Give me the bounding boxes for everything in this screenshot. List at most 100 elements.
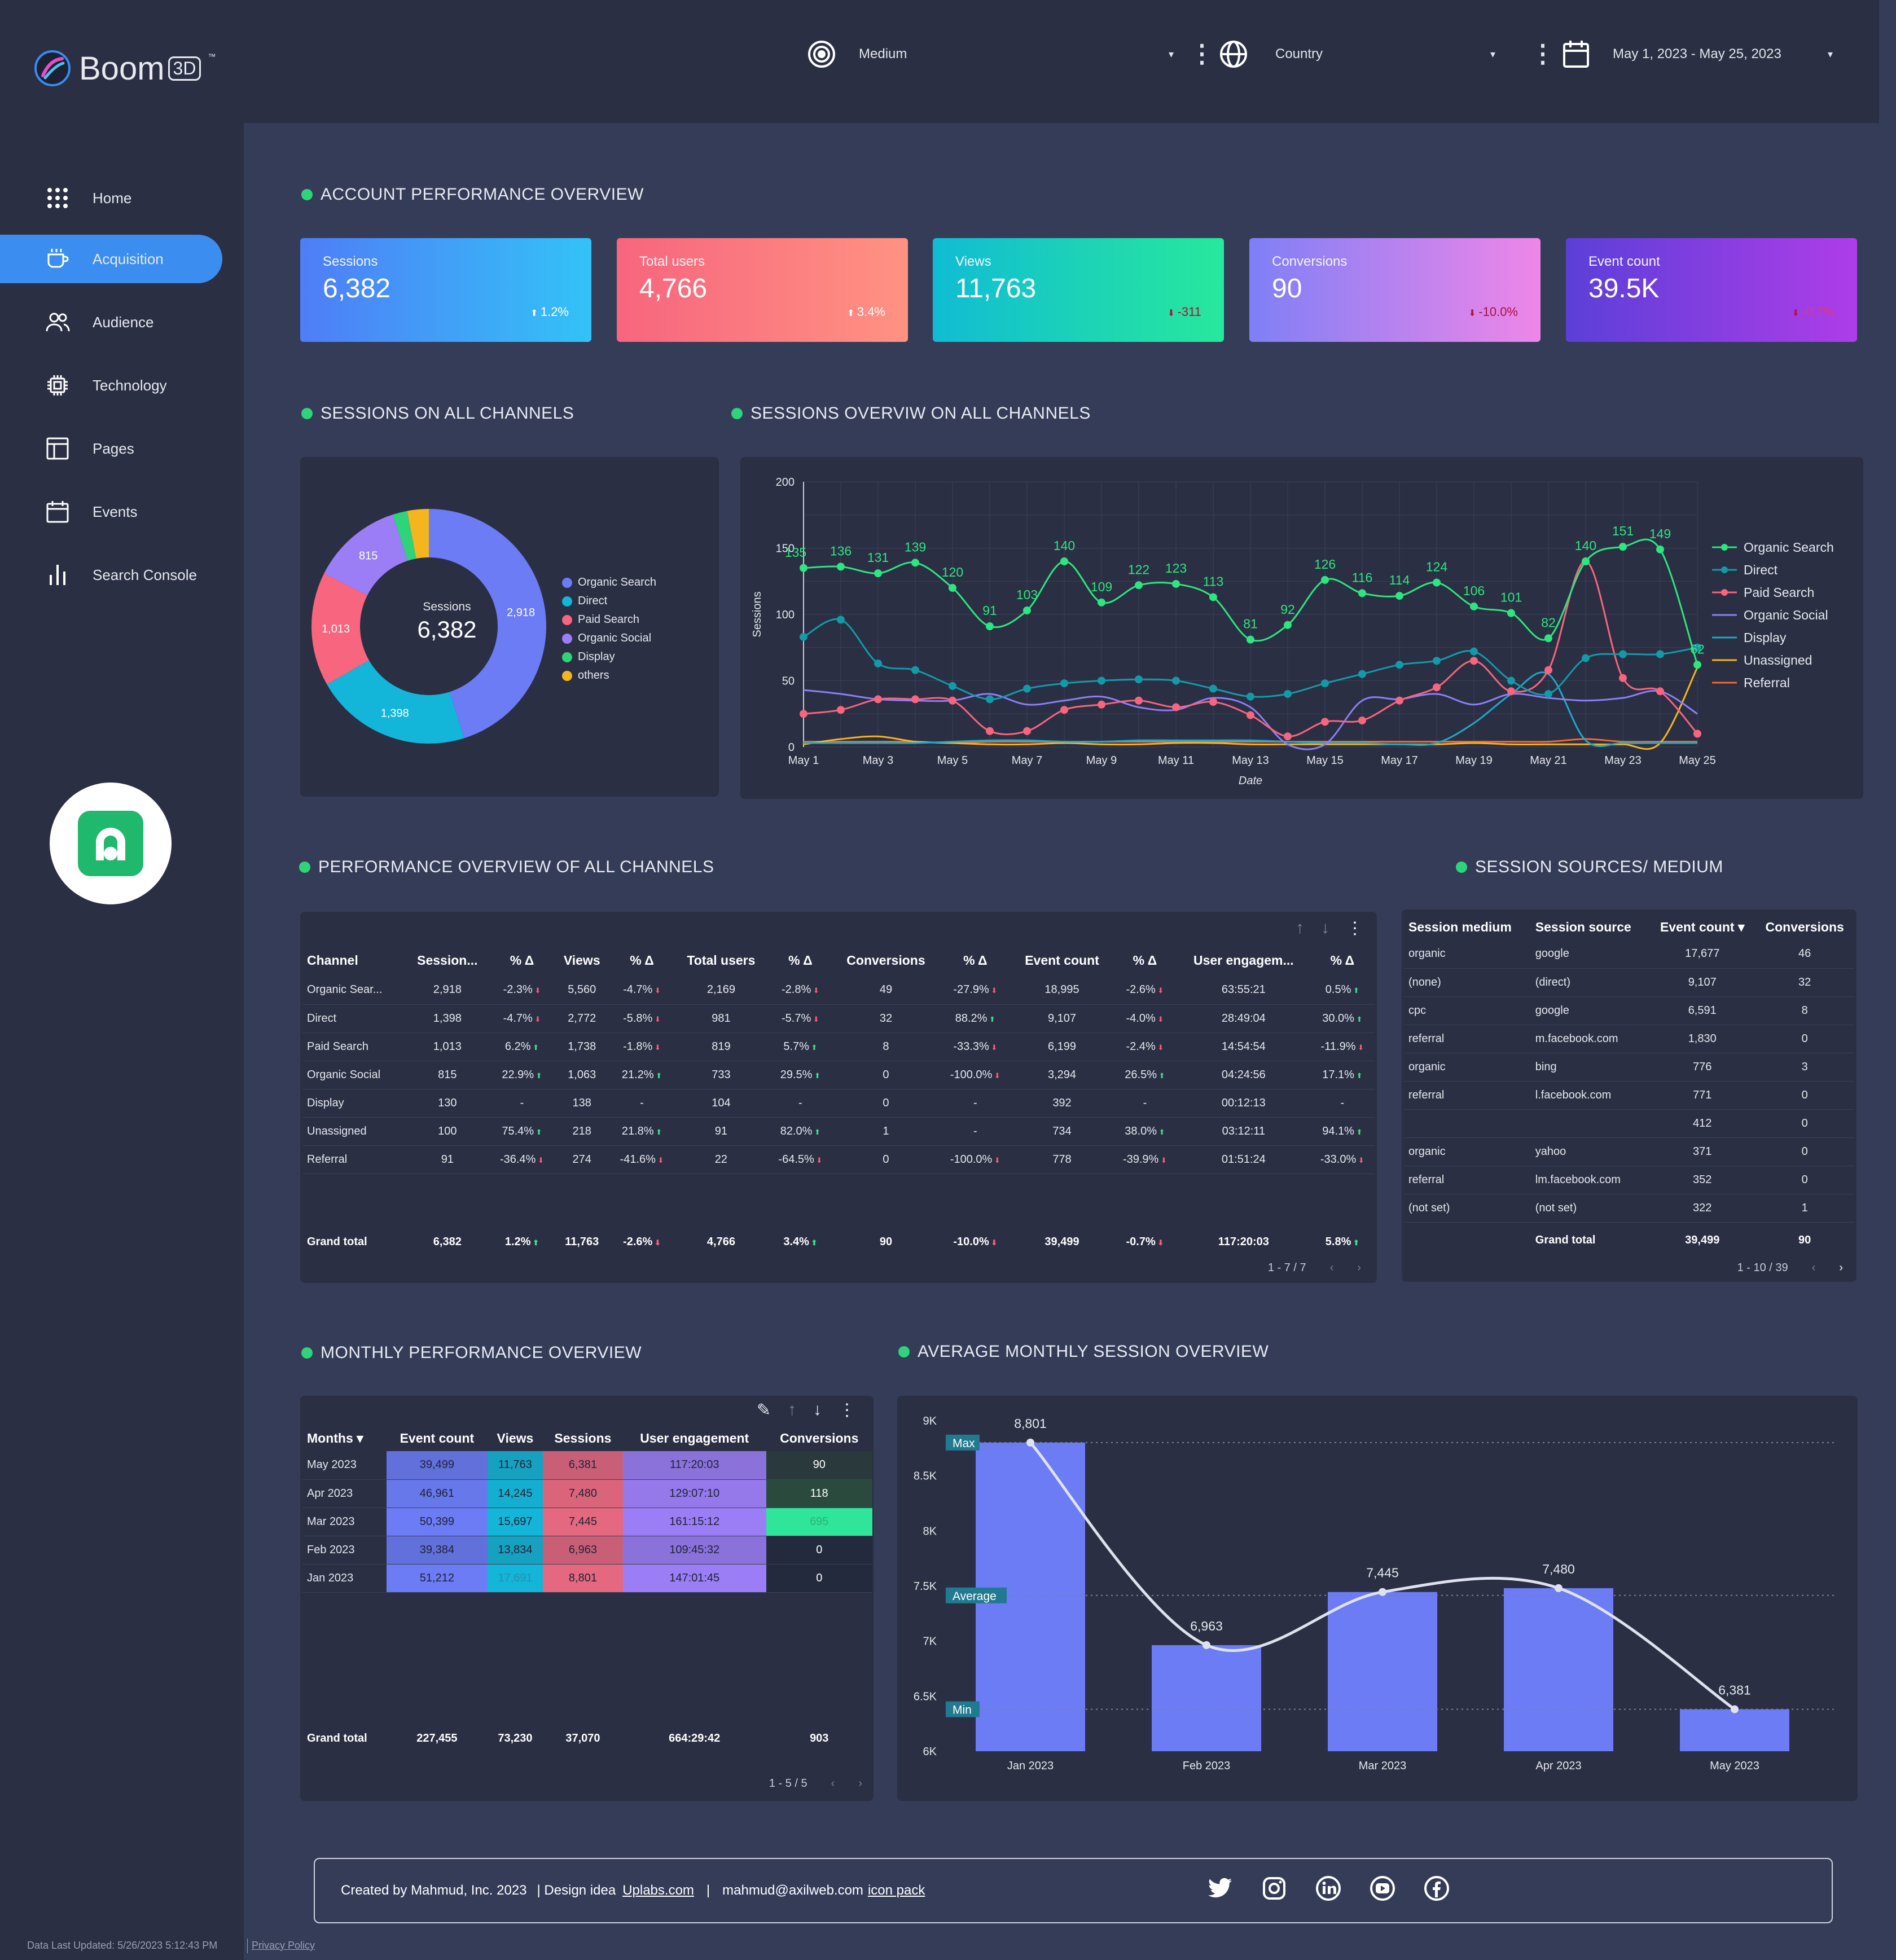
series-point[interactable] [874,569,882,578]
legend-label[interactable]: Paid Search [1744,585,1814,600]
series-point[interactable] [1098,598,1105,607]
series-point[interactable] [1619,674,1627,682]
trend-point[interactable] [1379,1588,1386,1596]
series-point[interactable] [1582,557,1590,565]
twitter-icon[interactable] [1206,1875,1234,1902]
series-point[interactable] [1507,676,1515,685]
app-badge[interactable] [50,783,172,904]
table-row[interactable]: referral l.facebook.com 771 0 [1404,1081,1854,1110]
series-point[interactable] [1619,650,1627,658]
series-point[interactable] [949,682,956,690]
series-point[interactable] [800,564,807,572]
series-point[interactable] [1693,643,1701,652]
legend-item[interactable]: Direct [562,592,656,610]
column-header[interactable]: % Δ [1330,952,1355,968]
bar-mar-2023[interactable] [1328,1592,1437,1751]
series-point[interactable] [1544,666,1552,674]
kpi-card-sessions[interactable]: Sessions 6,382 ⬆ 1.2% [300,238,591,342]
date-range-filter[interactable]: May 1, 2023 - May 25, 2023 ▾ [1562,36,1833,72]
country-filter[interactable]: Country ▾ [1219,36,1495,72]
series-point[interactable] [800,632,807,641]
table-row[interactable]: (not set) (not set) 322 1 [1404,1194,1854,1223]
series-point[interactable] [1358,670,1366,678]
donut-slice-organic-social[interactable] [324,515,408,596]
series-point[interactable] [1470,657,1478,665]
table-row[interactable]: organic yahoo 371 0 [1404,1137,1854,1166]
column-header[interactable]: % Δ [630,952,654,968]
column-header[interactable]: Session source [1535,919,1631,934]
series-point[interactable] [1619,543,1627,551]
series-point[interactable] [1507,687,1515,696]
column-header[interactable]: Event count [1025,952,1099,968]
column-header[interactable]: Conversions [846,952,925,968]
series-point[interactable] [1284,690,1292,698]
series-point[interactable] [1433,657,1441,665]
chevron-right-icon[interactable]: › [858,1777,862,1790]
series-point[interactable] [1358,589,1366,597]
kpi-card-conversions[interactable]: Conversions 90 ⬇ -10.0% [1249,238,1540,342]
series-point[interactable] [1060,679,1068,688]
kpi-card-views[interactable]: Views 11,763 ⬇ -311 [933,238,1224,342]
table-row[interactable]: Referral 91 -36.4% ⬇ 274 -41.6% ⬇ 22 -64.5% ⬇ 0… [302,1145,1375,1174]
table-row[interactable]: Display 130 - 138 - 104 - 0 - 392 - 00:12:13 - [302,1089,1375,1118]
table-row[interactable]: referral lm.facebook.com 352 0 [1404,1166,1854,1194]
trend-point[interactable] [1555,1584,1563,1592]
series-point[interactable] [837,616,845,624]
nav-events[interactable]: Events [0,487,222,536]
nav-home[interactable]: Home [0,174,222,222]
more-options-icon[interactable]: ⋮ [839,1401,855,1420]
table-row[interactable]: (none) (direct) 9,107 32 [1404,968,1854,997]
column-header[interactable]: Conversions [1765,919,1844,934]
donut-slice-paid-search[interactable] [311,573,369,684]
legend-label[interactable]: Unassigned [1744,653,1812,667]
series-point[interactable] [1284,621,1292,629]
table-row[interactable]: organic google 17,677 46 [1404,940,1854,969]
column-header[interactable]: Views [563,952,600,968]
more-options-icon[interactable]: ⋮ [1346,919,1363,938]
series-point[interactable] [800,710,807,718]
table-row[interactable]: Apr 2023 46,961 14,245 7,480 129:07:10 118 [302,1479,872,1508]
medium-filter[interactable]: Medium ▾ [807,36,1174,72]
series-point[interactable] [1135,581,1143,590]
kpi-card-event-count[interactable]: Event count 39.5K ⬇ -0.7% [1566,238,1857,342]
table-row[interactable]: cpc google 6,591 8 [1404,996,1854,1025]
series-point[interactable] [1470,602,1478,610]
legend-item[interactable]: Display [562,648,656,666]
series-point[interactable] [949,584,956,592]
table-row[interactable]: Feb 2023 39,384 13,834 6,963 109:45:32 0 [302,1536,872,1565]
series-point[interactable] [1470,647,1478,656]
series-point[interactable] [1358,717,1366,724]
chevron-left-icon[interactable]: ‹ [1811,1262,1816,1274]
series-point[interactable] [911,559,919,567]
footer-design-link[interactable]: Uplabs.com [622,1883,694,1898]
legend-item[interactable]: Organic Search [562,573,656,592]
series-point[interactable] [1209,698,1217,706]
facebook-icon[interactable] [1423,1875,1450,1902]
series-point[interactable] [1060,706,1068,714]
series-point[interactable] [1395,661,1403,669]
series-point[interactable] [1321,575,1329,584]
bar-apr-2023[interactable] [1504,1588,1613,1751]
column-header[interactable]: Channel [307,952,358,968]
series-point[interactable] [1172,579,1180,588]
column-header[interactable]: % Δ [510,952,534,968]
series-point[interactable] [949,696,956,705]
donut-slice-display[interactable] [393,511,416,561]
series-point[interactable] [1135,675,1143,684]
donut-slice-direct[interactable] [327,660,464,744]
series-point[interactable] [837,706,845,714]
chevron-right-icon[interactable]: › [1839,1262,1843,1274]
column-header[interactable]: Views [497,1430,534,1445]
nav-audience[interactable]: Audience [0,298,222,346]
series-point[interactable] [1247,711,1254,719]
series-point[interactable] [1395,592,1403,600]
series-point[interactable] [874,659,882,667]
table-row[interactable]: Organic Sear... 2,918 -2.3% ⬇ 5,560 -4.7% ⬇ 2… [302,976,1375,1005]
chevron-left-icon[interactable]: ‹ [831,1777,835,1790]
sort-down-icon[interactable]: ↓ [1321,919,1329,937]
series-point[interactable] [1172,703,1180,711]
column-header[interactable]: Sessions [554,1430,612,1445]
series-point[interactable] [874,695,882,704]
series-point[interactable] [1098,676,1105,685]
series-point[interactable] [1656,687,1664,696]
